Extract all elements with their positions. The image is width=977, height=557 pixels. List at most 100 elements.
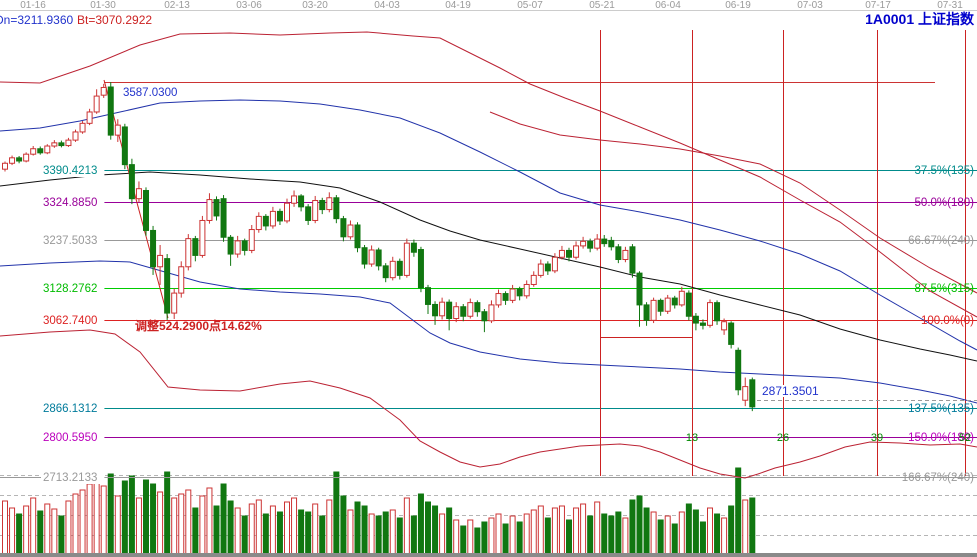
candle-body [171, 292, 178, 314]
candle-body [107, 86, 114, 136]
date-label: 05-21 [589, 0, 615, 11]
volume-bar [241, 515, 248, 557]
fib-price-label-bg [41, 282, 105, 295]
candle-body [446, 301, 453, 320]
volume-bar [72, 493, 79, 557]
candle-body [333, 197, 340, 220]
candle-body [79, 122, 86, 133]
fib-percent-label: 66.67%(240) [908, 235, 974, 247]
volume-bar [312, 503, 319, 557]
date-label: 07-03 [797, 0, 823, 11]
volume-bar [199, 495, 206, 557]
candle-body [206, 199, 213, 221]
candle-body [495, 293, 502, 306]
candle-body [178, 266, 185, 294]
candle-body [460, 306, 467, 317]
volume-bar [516, 521, 523, 557]
fib-price-label-bg [41, 314, 105, 327]
volume-bar [425, 501, 431, 557]
volume-bar [446, 507, 453, 557]
timezone-count-label: 13 [686, 432, 698, 444]
candle-body [551, 256, 558, 272]
fib-price-label-bg [121, 86, 185, 99]
volume-pane-bottom-border [0, 553, 977, 557]
candle-body [298, 195, 305, 208]
volume-bar [93, 477, 100, 557]
volume-bar [460, 525, 467, 557]
date-label: 03-20 [302, 0, 328, 11]
candle-body [220, 198, 227, 238]
lower_red-band-curve [0, 329, 977, 479]
volume-bar [530, 509, 537, 557]
candle-body [114, 124, 121, 136]
volume-bar [30, 497, 37, 557]
candle-body [213, 199, 220, 217]
candle-body [164, 258, 171, 314]
candle-body [121, 126, 128, 166]
candle-body [347, 224, 354, 238]
volume-bar [326, 499, 333, 557]
volume-bar [594, 501, 601, 557]
volume-bar [566, 519, 572, 557]
volume-bar [523, 513, 530, 557]
candle-body [671, 297, 678, 306]
volume-bar [742, 499, 749, 557]
volume-bar [467, 519, 474, 557]
volume-bar [692, 509, 699, 557]
candle-body [276, 210, 283, 222]
candle-body [664, 297, 671, 312]
volume-bar [389, 509, 396, 557]
fib-percent-label: 50.0%(180) [915, 197, 975, 209]
volume-bar [234, 507, 241, 557]
candle-body [16, 157, 23, 162]
date-label: 05-07 [517, 0, 543, 11]
volume-bar [354, 501, 361, 557]
volume-bar [707, 507, 713, 557]
volume-bar [685, 503, 692, 557]
volume-bar [474, 527, 481, 557]
candle-body [157, 254, 164, 268]
candle-body [284, 202, 290, 222]
fib-price-label-bg [41, 234, 105, 247]
candle-body [396, 260, 403, 276]
date-label: 04-03 [374, 0, 400, 11]
fib-price-label-bg [41, 164, 105, 177]
candle-body [728, 322, 735, 345]
fib-percent-label: 137.5%(135) [908, 403, 974, 415]
volume-bar [537, 505, 544, 557]
candle-body [248, 229, 255, 251]
candle-body [537, 263, 544, 276]
fib-price-label: 3390.4213 [43, 165, 97, 177]
candle-body [587, 240, 594, 249]
candle-body [516, 288, 523, 297]
candle-body [72, 131, 79, 141]
volume-bar [495, 513, 502, 557]
fib-percent-label: 87.5%(315) [915, 283, 975, 295]
volume-bar [16, 513, 23, 557]
volume-bar [410, 515, 417, 557]
candle-body [291, 195, 298, 204]
volume-bar [714, 513, 721, 557]
candle-body [622, 249, 629, 261]
candle-body [432, 303, 439, 317]
volume-bar [361, 505, 368, 557]
candle-body [199, 219, 206, 256]
candle-body [573, 245, 580, 258]
volume-bar [657, 519, 664, 557]
volume-bar [509, 515, 516, 557]
volume-bar [135, 497, 142, 557]
volume-bar [699, 521, 706, 557]
volume-bar [150, 483, 157, 557]
volume-bar [305, 511, 312, 557]
candle-body [143, 190, 149, 231]
candle-body [481, 311, 488, 322]
volume-bar [439, 513, 446, 557]
volume-bar [608, 515, 615, 557]
date-label: 06-19 [725, 0, 751, 11]
fib-price-label: 3324.8850 [43, 197, 97, 209]
volume-bar [580, 503, 587, 557]
date-label: 01-30 [90, 0, 116, 11]
volume-bar [269, 505, 276, 557]
candle-body [368, 249, 375, 265]
